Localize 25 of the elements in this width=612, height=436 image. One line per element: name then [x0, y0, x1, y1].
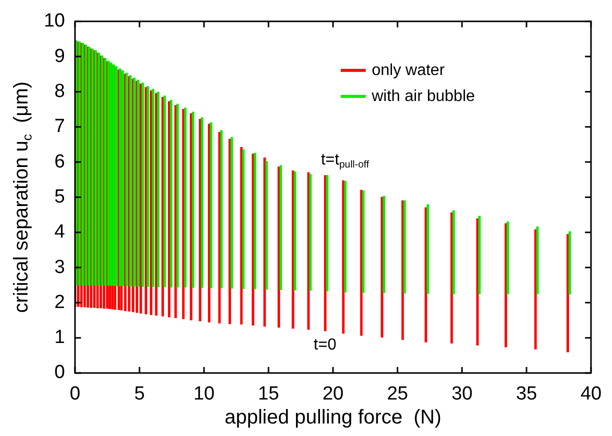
y-tick-label: 3 — [54, 256, 65, 278]
y-tick-label: 7 — [54, 116, 65, 138]
y-tick-label: 8 — [54, 80, 65, 102]
y-tick-label: 6 — [54, 151, 65, 172]
y-tick-label: 5 — [54, 186, 65, 208]
x-tick-label: 15 — [258, 384, 280, 405]
annotation: t=0 — [314, 336, 336, 354]
y-tick-label: 9 — [54, 46, 65, 67]
x-tick-label: 30 — [451, 384, 473, 405]
x-tick-label: 40 — [580, 384, 602, 405]
y-axis-title: critical separation uc (μm) — [10, 81, 35, 313]
x-tick-label: 20 — [322, 384, 344, 405]
x-tick-label: 25 — [386, 384, 408, 405]
x-tick-label: 0 — [70, 384, 80, 405]
x-tick-label: 10 — [193, 384, 215, 405]
x-axis-title: applied pulling force (N) — [224, 406, 442, 429]
legend-label: with air bubble — [370, 88, 476, 105]
y-tick-label: 1 — [54, 327, 65, 348]
x-tick-label: 35 — [516, 384, 538, 405]
x-tick-label: 5 — [134, 384, 145, 405]
y-tick-label: 0 — [54, 362, 65, 384]
y-tick-label: 4 — [54, 222, 66, 243]
y-tick-label: 10 — [44, 10, 65, 32]
legend-label: only water — [372, 62, 446, 79]
y-tick-label: 2 — [54, 292, 65, 313]
